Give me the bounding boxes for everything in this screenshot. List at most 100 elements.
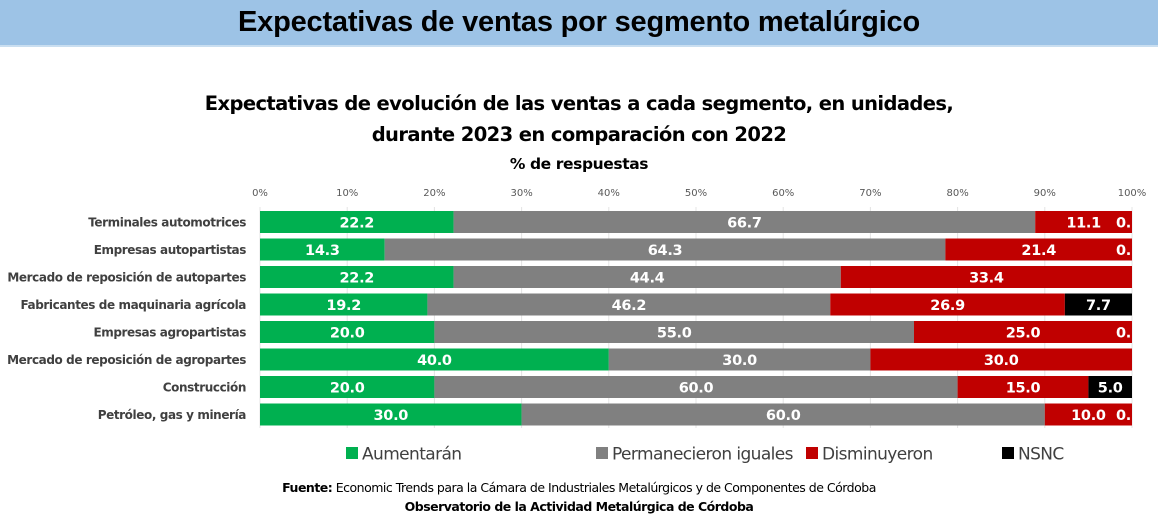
header-banner: Expectativas de ventas por segmento meta… (0, 0, 1158, 47)
bars (260, 211, 1132, 426)
bar-segment-aumentarán (260, 293, 428, 316)
data-label: 26.9 (930, 298, 965, 314)
bar-segment-aumentarán (260, 238, 385, 261)
bar-segment-permanecieron-iguales (434, 376, 958, 398)
source-text: Economic Trends para la Cámara de Indust… (332, 480, 877, 495)
bar-segment-permanecieron-iguales (453, 211, 1036, 233)
organization-credit: Observatorio de la Actividad Metalúrgica… (404, 499, 754, 514)
bar-segment-permanecieron-iguales (453, 266, 841, 288)
data-label: 0. (1116, 216, 1131, 232)
legend-item: Aumentarán (346, 445, 462, 465)
legend-swatch (596, 447, 608, 459)
data-label: 11.1 (1066, 216, 1101, 232)
bar-segment-disminuyeron (914, 321, 1132, 343)
x-axis-ticks: 0% 10% 20% 30% 40% 50% 60% 70% 80% 90% 100% (252, 188, 1146, 199)
bar-segment-permanecieron-iguales (427, 293, 831, 316)
legend-label: Aumentarán (362, 445, 461, 465)
legend-item: NSNC (1002, 445, 1064, 465)
legend-swatch (346, 447, 358, 459)
y-category-label: Terminales automotrices (88, 216, 246, 230)
data-label: 55.0 (657, 326, 692, 342)
bar-segment-disminuyeron (957, 376, 1089, 398)
data-label: 30.0 (374, 408, 409, 424)
y-axis-labels: Terminales automotrices Empresas autopart… (7, 216, 247, 423)
x-tick-label: 0% (252, 188, 268, 199)
bar-segment-disminuyeron (1044, 403, 1132, 426)
data-label: 30.0 (984, 353, 1019, 369)
bar-segment-permanecieron-iguales (608, 348, 871, 371)
bar-segment-permanecieron-iguales (434, 321, 914, 343)
source-note: Fuente: Economic Trends para la Cámara d… (0, 480, 1158, 495)
data-label: 0. (1116, 243, 1131, 259)
bar-segment-nsnc (1064, 293, 1132, 316)
page-title: Expectativas de ventas por segmento meta… (238, 6, 920, 38)
bar-segment-aumentarán (260, 376, 435, 398)
data-label: 60.0 (766, 408, 801, 424)
data-label: 5.0 (1098, 381, 1123, 397)
data-label: 46.2 (612, 298, 647, 314)
x-tick-label: 40% (598, 188, 620, 199)
x-tick-label: 80% (946, 188, 968, 199)
data-label: 30.0 (722, 353, 757, 369)
data-label: 20.0 (330, 381, 365, 397)
bar-segment-aumentarán (260, 348, 609, 371)
data-label: 66.7 (727, 216, 762, 232)
data-label: 19.2 (326, 298, 361, 314)
data-label: 21.4 (1021, 243, 1056, 259)
bar-segment-aumentarán (260, 321, 435, 343)
legend: Aumentarán Permanecieron iguales Disminuye… (346, 445, 1064, 465)
bar-segment-disminuyeron (945, 238, 1132, 261)
data-label: 22.2 (340, 216, 375, 232)
data-label: 0. (1116, 326, 1131, 342)
x-tick-label: 70% (859, 188, 881, 199)
x-tick-label: 100% (1118, 188, 1147, 199)
x-tick-label: 60% (772, 188, 794, 199)
data-label: 25.0 (1006, 326, 1041, 342)
bar-segment-permanecieron-iguales (384, 238, 946, 261)
legend-item: Disminuyeron (806, 445, 933, 465)
data-labels: 22.2 66.7 11.1 0. 14.3 64.3 21.4 0. 22.2 44.4 33.4… (305, 216, 1131, 425)
x-tick-label: 30% (510, 188, 532, 199)
x-tick-label: 90% (1034, 188, 1056, 199)
bar-segment-disminuyeron (830, 293, 1065, 316)
data-label: 7.7 (1086, 298, 1111, 314)
y-category-label: Construcción (163, 381, 246, 395)
data-label: 14.3 (305, 243, 340, 259)
legend-swatch (1002, 447, 1014, 459)
bar-segment-disminuyeron (840, 266, 1132, 288)
bar-segment-aumentarán (260, 266, 454, 288)
x-tick-label: 50% (685, 188, 707, 199)
data-label: 22.2 (340, 271, 375, 287)
x-tick-label: 10% (336, 188, 358, 199)
data-label: 20.0 (330, 326, 365, 342)
x-tick-label: 20% (423, 188, 445, 199)
legend-label: Permanecieron iguales (612, 445, 794, 465)
legend-item: Permanecieron iguales (596, 445, 794, 465)
chart-title-line2: durante 2023 en comparación con 2022 (371, 123, 787, 146)
source-label: Fuente: (282, 480, 333, 495)
data-label: 10.0 (1071, 408, 1106, 424)
data-label: 44.4 (630, 271, 665, 287)
y-category-label: Empresas autopartistas (94, 243, 247, 257)
bar-segment-aumentarán (260, 403, 522, 426)
data-label: 15.0 (1006, 381, 1041, 397)
bar-segment-permanecieron-iguales (521, 403, 1045, 426)
y-category-label: Petróleo, gas y minería (98, 408, 247, 422)
bar-segment-disminuyeron (870, 348, 1132, 371)
bar-segment-aumentarán (260, 211, 454, 233)
y-category-label: Mercado de reposición de autopartes (7, 271, 246, 285)
data-label: 33.4 (969, 271, 1004, 287)
data-label: 40.0 (417, 353, 452, 369)
y-category-label: Empresas agropartistas (93, 326, 246, 340)
chart-title: Expectativas de evolución de las ventas … (204, 92, 954, 115)
legend-swatch (806, 447, 818, 459)
legend-label: Disminuyeron (822, 445, 933, 465)
y-category-label: Fabricantes de maquinaria agrícola (20, 298, 246, 312)
bar-segment-disminuyeron (1035, 211, 1132, 233)
data-label: 60.0 (679, 381, 714, 397)
bar-segment-nsnc (1088, 376, 1132, 398)
legend-label: NSNC (1018, 445, 1064, 465)
data-label: 0. (1116, 408, 1131, 424)
y-category-label: Mercado de reposición de agropartes (7, 353, 246, 367)
